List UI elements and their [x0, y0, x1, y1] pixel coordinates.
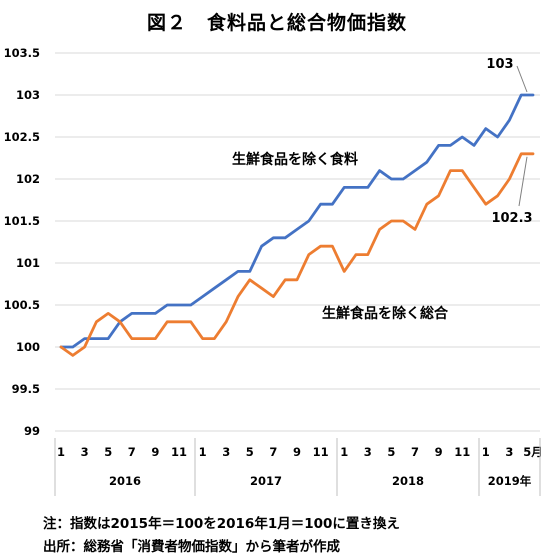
y-tick-label: 101	[16, 256, 40, 270]
x-tick-label: 3	[222, 445, 230, 459]
x-tick-label: 3	[81, 445, 89, 459]
food-series-line	[59, 93, 535, 349]
y-tick-label: 103.5	[4, 46, 40, 60]
x-tick-label: 5	[104, 445, 112, 459]
x-tick-label: 7	[411, 445, 419, 459]
x-tick-label: 3	[364, 445, 372, 459]
y-tick-label: 100.5	[4, 298, 40, 312]
x-tick-label: 5	[246, 445, 254, 459]
end-value-label: 103	[486, 57, 513, 72]
x-tick-label: 1	[199, 445, 207, 459]
series-lines	[59, 93, 535, 357]
chart-note: 注：指数は2015年＝100を2016年1月＝100に置き換え	[43, 516, 400, 532]
x-tick-label: 3	[505, 445, 513, 459]
x-tick-label: 5月	[523, 445, 543, 459]
x-tick-label: 1	[340, 445, 348, 459]
x-tick-label: 9	[151, 445, 159, 459]
general-series-line	[59, 152, 535, 357]
year-label: 2016	[109, 474, 141, 488]
callout-line	[518, 156, 528, 207]
x-tick-label: 9	[293, 445, 301, 459]
end-value-label: 102.3	[491, 211, 532, 226]
y-tick-label: 99	[24, 424, 40, 438]
series-label-general: 生鮮食品を除く総合	[322, 305, 449, 322]
callout-line	[516, 65, 528, 93]
chart-source: 出所：総務省「消費者物価指数」から筆者が作成	[43, 539, 340, 555]
year-label: 2017	[250, 474, 282, 488]
x-tick-label: 1	[57, 445, 65, 459]
y-tick-label: 100	[16, 340, 40, 354]
x-tick-label: 1	[482, 445, 490, 459]
year-label: 2019年	[488, 474, 532, 488]
x-tick-label: 11	[313, 445, 329, 459]
y-tick-label: 102.5	[4, 130, 40, 144]
chart-title: 図２ 食料品と総合物価指数	[146, 12, 407, 34]
x-tick-label: 5	[387, 445, 395, 459]
y-tick-label: 103	[16, 88, 40, 102]
y-tick-label: 99.5	[12, 382, 40, 396]
y-tick-label: 101.5	[4, 214, 40, 228]
x-tick-label: 11	[171, 445, 187, 459]
x-tick-label: 11	[454, 445, 470, 459]
series-label-food: 生鮮食品を除く食料	[232, 151, 358, 168]
y-tick-label: 102	[16, 172, 40, 186]
x-tick-label: 9	[435, 445, 443, 459]
x-tick-label: 7	[128, 445, 136, 459]
year-label: 2018	[392, 474, 424, 488]
x-tick-label: 7	[269, 445, 277, 459]
grid-lines	[55, 52, 540, 432]
